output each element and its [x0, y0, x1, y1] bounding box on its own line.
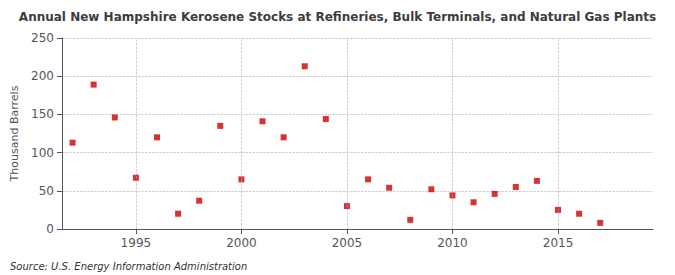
- svg-text:50: 50: [39, 184, 54, 198]
- svg-text:100: 100: [31, 146, 54, 160]
- svg-text:Thousand Barrels: Thousand Barrels: [8, 85, 21, 182]
- svg-text:2005: 2005: [332, 236, 363, 250]
- svg-text:150: 150: [31, 107, 54, 121]
- svg-text:200: 200: [31, 69, 54, 83]
- svg-text:Source: U.S. Energy Informatio: Source: U.S. Energy Information Administ…: [10, 261, 247, 272]
- svg-text:1995: 1995: [121, 236, 152, 250]
- svg-text:2000: 2000: [226, 236, 257, 250]
- svg-text:250: 250: [31, 31, 54, 45]
- svg-text:2010: 2010: [437, 236, 468, 250]
- svg-text:0: 0: [46, 222, 54, 236]
- svg-text:2015: 2015: [543, 236, 574, 250]
- svg-text:Annual New Hampshire Kerosene: Annual New Hampshire Kerosene Stocks at …: [19, 10, 656, 24]
